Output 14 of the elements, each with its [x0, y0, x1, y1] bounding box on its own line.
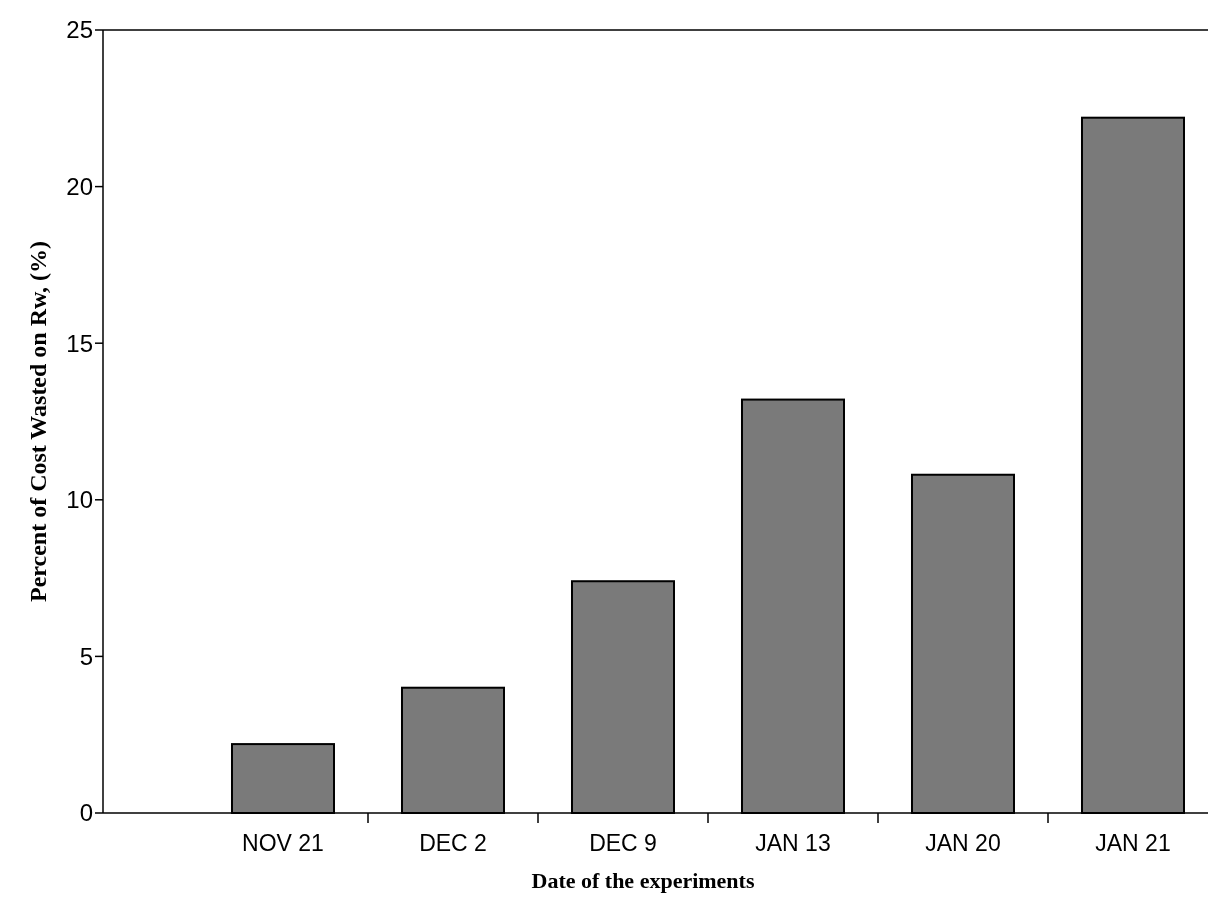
x-tick-label: JAN 21	[1095, 830, 1171, 856]
y-tick-label: 0	[79, 799, 93, 827]
y-tick-label: 25	[66, 16, 93, 44]
x-tick-label: DEC 9	[589, 830, 657, 856]
x-tick-label: JAN 20	[925, 830, 1001, 856]
y-tick-label: 10	[66, 486, 93, 514]
y-axis-title: Percent of Cost Wasted on Rw, (%)	[25, 240, 51, 603]
x-tick-label: NOV 21	[242, 830, 324, 856]
x-tick-label: JAN 13	[755, 830, 831, 856]
y-tick-label: 15	[66, 329, 93, 357]
y-tick-label: 20	[66, 173, 93, 200]
x-axis-title: Date of the experiments	[531, 868, 755, 893]
x-tick-label: DEC 2	[419, 830, 487, 856]
y-tick-label: 5	[79, 642, 93, 670]
